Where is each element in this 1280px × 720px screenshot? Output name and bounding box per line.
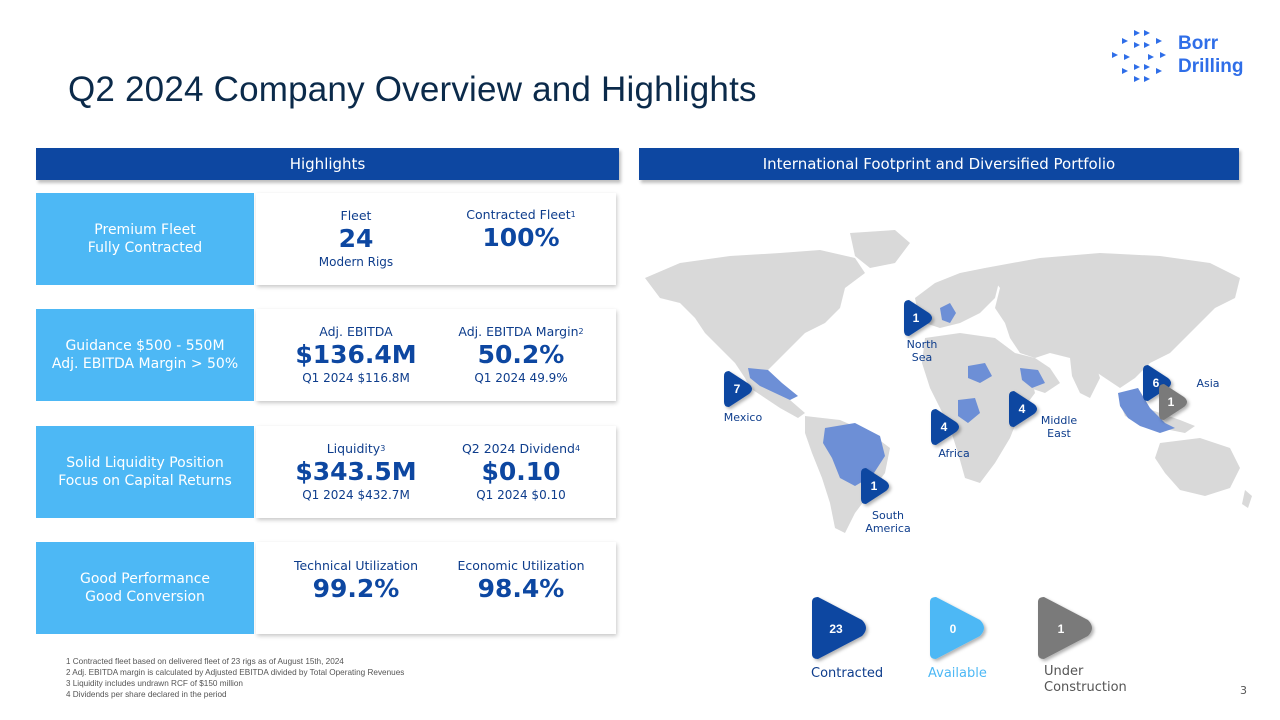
metrics-card: Technical Utilization 99.2% Economic Uti…	[256, 542, 616, 634]
metric-adj-ebitda-margin: Adj. EBITDA Margin2 50.2% Q1 2024 49.9%	[458, 324, 584, 385]
page-title: Q2 2024 Company Overview and Highlights	[68, 70, 757, 109]
logo-text-line2: Drilling	[1178, 56, 1244, 77]
page-number: 3	[1240, 684, 1247, 697]
legend-available-label: Available	[928, 666, 987, 681]
footnote: 4 Dividends per share declared in the pe…	[66, 690, 227, 699]
label-mexico: Mexico	[723, 411, 763, 424]
borr-drilling-logo: Borr Drilling	[1110, 28, 1260, 84]
legend-contracted-label: Contracted	[811, 666, 884, 681]
svg-text:23: 23	[829, 622, 843, 636]
metric-dividend: Q2 2024 Dividend4 $0.10 Q1 2024 $0.10	[461, 441, 581, 502]
map-land	[645, 230, 1252, 533]
metrics-card: Liquidity3 $343.5M Q1 2024 $432.7M Q2 20…	[256, 426, 616, 518]
metric-adj-ebitda: Adj. EBITDA $136.4M Q1 2024 $116.8M	[295, 324, 417, 385]
footnote: 1 Contracted fleet based on delivered fl…	[66, 657, 344, 666]
label-africa: Africa	[938, 447, 970, 460]
highlight-row-guidance: Guidance $500 - 550M Adj. EBITDA Margin …	[36, 309, 616, 401]
metric-contracted-fleet: Contracted Fleet1 100%	[466, 207, 576, 252]
map-header: International Footprint and Diversified …	[639, 148, 1239, 180]
legend-under-construction-icon: 1	[1038, 597, 1092, 659]
row-label: Guidance $500 - 550M Adj. EBITDA Margin …	[36, 309, 254, 401]
highlight-row-performance: Good Performance Good Conversion Technic…	[36, 542, 616, 634]
highlight-row-liquidity: Solid Liquidity Position Focus on Capita…	[36, 426, 616, 518]
metrics-card: Adj. EBITDA $136.4M Q1 2024 $116.8M Adj.…	[256, 309, 616, 401]
svg-text:1: 1	[1058, 622, 1065, 636]
svg-text:0: 0	[950, 622, 957, 636]
legend-contracted-icon: 23	[812, 597, 866, 659]
metric-liquidity: Liquidity3 $343.5M Q1 2024 $432.7M	[295, 441, 417, 502]
label-north-sea: North Sea	[906, 338, 938, 364]
highlight-row-fleet: Premium Fleet Fully Contracted Fleet 24 …	[36, 193, 616, 285]
row-label: Premium Fleet Fully Contracted	[36, 193, 254, 285]
row-label: Good Performance Good Conversion	[36, 542, 254, 634]
legend-under-construction-label: Under Construction	[1044, 664, 1127, 695]
footnote: 3 Liquidity includes undrawn RCF of $150…	[66, 679, 243, 688]
footnote: 2 Adj. EBITDA margin is calculated by Ad…	[66, 668, 405, 677]
metric-technical-utilization: Technical Utilization 99.2%	[293, 558, 418, 603]
footnotes: 1 Contracted fleet based on delivered fl…	[66, 656, 404, 700]
highlights-header: Highlights	[36, 148, 619, 180]
label-asia: Asia	[1196, 377, 1220, 390]
logo-mark-icon	[1112, 30, 1166, 82]
label-south-america: South America	[865, 509, 911, 535]
logo-text-line1: Borr	[1178, 33, 1219, 54]
legend-available-icon: 0	[930, 597, 984, 659]
metric-fleet: Fleet 24 Modern Rigs	[318, 208, 394, 269]
label-middle-east: Middle East	[1040, 414, 1078, 440]
world-map	[645, 230, 1252, 533]
metric-economic-utilization: Economic Utilization 98.4%	[457, 558, 585, 603]
metrics-card: Fleet 24 Modern Rigs Contracted Fleet1 1…	[256, 193, 616, 285]
row-label: Solid Liquidity Position Focus on Capita…	[36, 426, 254, 518]
